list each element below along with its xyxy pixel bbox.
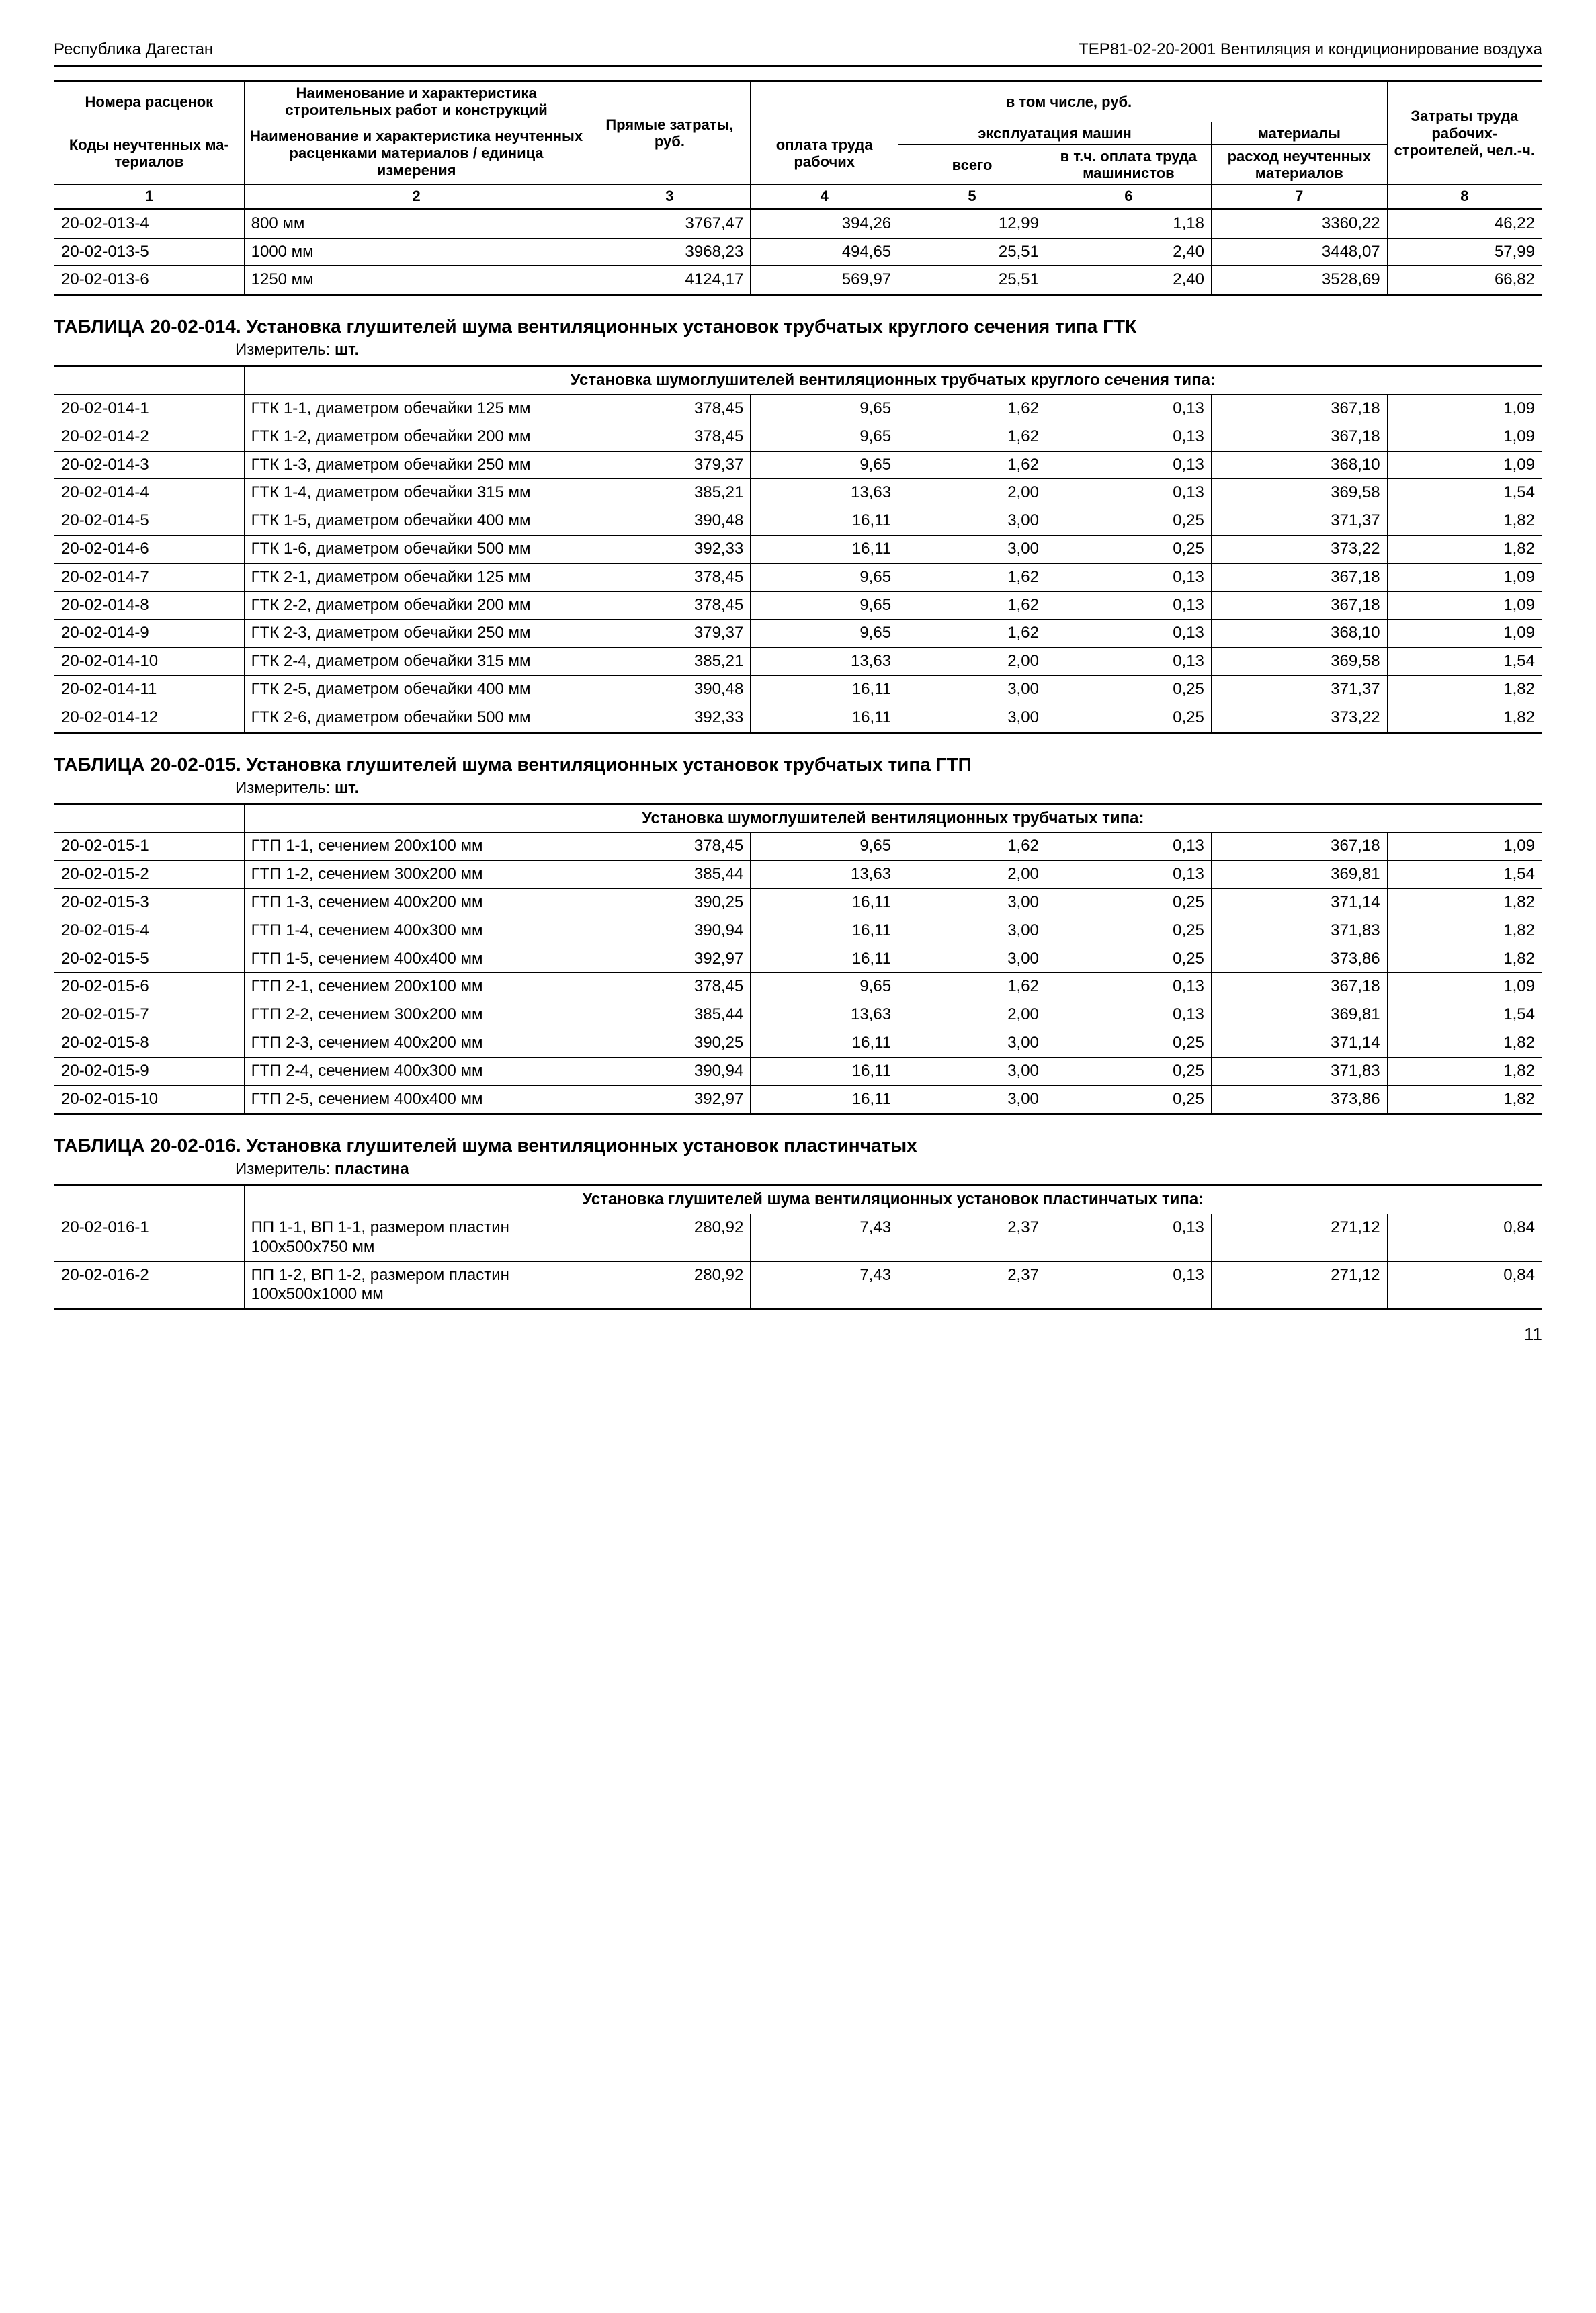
- table-row: 20-02-015-6ГТП 2-1, сечением 200х100 мм3…: [54, 973, 1542, 1001]
- page-number: 11: [54, 1324, 1542, 1345]
- th-col5: всего: [898, 144, 1046, 185]
- header-right: ТЕР81-02-20-2001 Вентиляция и кондициони…: [1079, 40, 1542, 59]
- measure-016: Измеритель: пластина: [235, 1160, 1542, 1179]
- table-row: 20-02-013-61250 мм4124,17569,9725,512,40…: [54, 266, 1542, 295]
- table-013-continuation: 20-02-013-4800 мм3767,47394,2612,991,183…: [54, 210, 1542, 296]
- heading-014: Установка шумоглушителей вентиляционных …: [244, 366, 1542, 395]
- table-row: 20-02-015-2ГТП 1-2, сечением 300х200 мм3…: [54, 861, 1542, 889]
- table-015: Установка шумоглушителей вентиляционных …: [54, 803, 1542, 1116]
- heading-016: Установка глушителей шума вентиляционных…: [244, 1185, 1542, 1214]
- table-row: 20-02-014-4ГТК 1-4, диаметром обечайки 3…: [54, 479, 1542, 507]
- table-row: 20-02-015-3ГТП 1-3, сечением 400х200 мм3…: [54, 888, 1542, 917]
- table-row: 20-02-014-11ГТК 2-5, диаметром обечайки …: [54, 675, 1542, 704]
- table-row: 20-02-013-4800 мм3767,47394,2612,991,183…: [54, 210, 1542, 238]
- colnum-7: 7: [1211, 185, 1387, 208]
- colnum-4: 4: [751, 185, 898, 208]
- colnum-3: 3: [589, 185, 751, 208]
- th-col3: Прямые затраты, руб.: [589, 81, 751, 185]
- th-col1a: Номера расценок: [54, 81, 245, 122]
- table-row: 20-02-015-5ГТП 1-5, сечением 400х400 мм3…: [54, 945, 1542, 973]
- colnum-5: 5: [898, 185, 1046, 208]
- th-materials: материалы: [1211, 122, 1387, 144]
- table-row: 20-02-014-9ГТК 2-3, диаметром обечайки 2…: [54, 620, 1542, 648]
- table-row: 20-02-013-51000 мм3968,23494,6525,512,40…: [54, 238, 1542, 266]
- th-col2a: Наименование и характеристика строительн…: [244, 81, 589, 122]
- heading-015: Установка шумоглушителей вентиляционных …: [244, 804, 1542, 833]
- column-header-table: Номера расценок Наименование и характери…: [54, 80, 1542, 210]
- measure-015: Измеритель: шт.: [235, 779, 1542, 798]
- section-title-016: ТАБЛИЦА 20-02-016. Установка глушителей …: [54, 1134, 1542, 1157]
- th-machines: эксплуатация машин: [898, 122, 1212, 144]
- th-col6: в т.ч. опла­та труда машинистов: [1046, 144, 1211, 185]
- table-row: 20-02-014-5ГТК 1-5, диаметром обечайки 4…: [54, 507, 1542, 536]
- table-row: 20-02-014-6ГТК 1-6, диаметром обечайки 5…: [54, 535, 1542, 563]
- section-title-015: ТАБЛИЦА 20-02-015. Установка глушителей …: [54, 753, 1542, 776]
- table-row: 20-02-014-12ГТК 2-6, диаметром обечайки …: [54, 704, 1542, 732]
- colnum-2: 2: [244, 185, 589, 208]
- header-left: Республика Дагестан: [54, 40, 213, 59]
- table-row: 20-02-014-3ГТК 1-3, диаметром обечайки 2…: [54, 451, 1542, 479]
- th-col4: оплата труда рабочих: [751, 122, 898, 185]
- table-row: 20-02-015-8ГТП 2-3, сечением 400х200 мм3…: [54, 1029, 1542, 1057]
- colnum-8: 8: [1387, 185, 1542, 208]
- page-header: Республика Дагестан ТЕР81-02-20-2001 Вен…: [54, 40, 1542, 67]
- table-row: 20-02-016-1ПП 1-1, ВП 1-1, размером пла­…: [54, 1214, 1542, 1262]
- table-row: 20-02-015-1ГТП 1-1, сечением 200х100 мм3…: [54, 833, 1542, 861]
- table-row: 20-02-014-7ГТК 2-1, диаметром обечайки 1…: [54, 563, 1542, 591]
- colnum-6: 6: [1046, 185, 1211, 208]
- th-group: в том числе, руб.: [751, 81, 1387, 122]
- colnum-1: 1: [54, 185, 245, 208]
- table-row: 20-02-014-2ГТК 1-2, диаметром обечайки 2…: [54, 423, 1542, 451]
- table-row: 20-02-015-4ГТП 1-4, сечением 400х300 мм3…: [54, 917, 1542, 945]
- measure-014: Измеритель: шт.: [235, 341, 1542, 360]
- th-col7: расход неучтенных материалов: [1211, 144, 1387, 185]
- th-col1b: Коды неучтенных ма­териалов: [54, 122, 245, 185]
- table-row: 20-02-014-1ГТК 1-1, диаметром обечайки 1…: [54, 394, 1542, 423]
- table-row: 20-02-014-8ГТК 2-2, диаметром обечайки 2…: [54, 591, 1542, 620]
- th-col2b: Наименование и характеристика не­учтенны…: [244, 122, 589, 185]
- table-row: 20-02-015-10ГТП 2-5, сечением 400х400 мм…: [54, 1085, 1542, 1114]
- table-row: 20-02-015-9ГТП 2-4, сечением 400х300 мм3…: [54, 1057, 1542, 1085]
- table-row: 20-02-015-7ГТП 2-2, сечением 300х200 мм3…: [54, 1001, 1542, 1029]
- table-016: Установка глушителей шума вентиляционных…: [54, 1184, 1542, 1310]
- table-row: 20-02-016-2ПП 1-2, ВП 1-2, размером пла­…: [54, 1261, 1542, 1310]
- table-014: Установка шумоглушителей вентиляционных …: [54, 365, 1542, 733]
- table-row: 20-02-014-10ГТК 2-4, диаметром обечайки …: [54, 648, 1542, 676]
- th-col8: Затраты труда рабочих-строителей, чел.-ч…: [1387, 81, 1542, 185]
- section-title-014: ТАБЛИЦА 20-02-014. Установка глушителей …: [54, 314, 1542, 338]
